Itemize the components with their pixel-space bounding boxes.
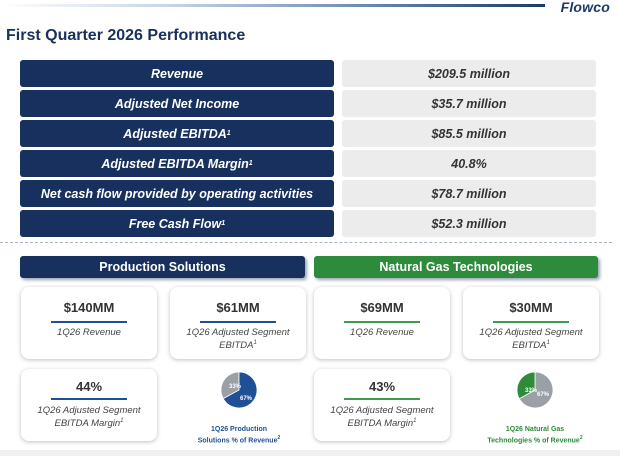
card-rule (200, 321, 276, 323)
metric-label: Adjusted EBITDA 1 (20, 120, 334, 147)
metric-label: Adjusted Net Income (20, 90, 334, 117)
natural-gas-margin-card: 43% 1Q26 Adjusted Segment EBITDA Margin1 (314, 369, 450, 441)
card-value: $61MM (216, 300, 260, 315)
metric-value: 40.8% (342, 150, 596, 177)
section-divider (0, 242, 612, 243)
metric-row-ebitda-margin: Adjusted EBITDA Margin 1 40.8% (20, 150, 596, 177)
card-value: 44% (75, 379, 103, 394)
pie-caption: 1Q26 Natural Gas Technologies % of Revenu… (487, 426, 583, 445)
metric-row-free-cash-flow: Free Cash Flow 1 $52.3 million (20, 210, 596, 237)
metric-row-adjusted-ebitda: Adjusted EBITDA 1 $85.5 million (20, 120, 596, 147)
card-description: 1Q26 Revenue (350, 327, 414, 338)
top-accent-bar: Flowco (0, 0, 620, 15)
natural-gas-technologies-header: Natural Gas Technologies (314, 256, 598, 278)
production-margin-card: 44% 1Q26 Adjusted Segment EBITDA Margin1 (21, 369, 157, 441)
metric-value: $35.7 million (342, 90, 596, 117)
metric-value: $209.5 million (342, 60, 596, 87)
pie-label-natural-gas: 33% (525, 388, 538, 394)
production-revenue-card: $140MM 1Q26 Revenue (21, 287, 157, 359)
metric-row-operating-cash-flow: Net cash flow provided by operating acti… (20, 180, 596, 207)
metric-label: Revenue (20, 60, 334, 87)
natural-gas-ebitda-card: $30MM 1Q26 Adjusted Segment EBITDA1 (463, 287, 599, 359)
pie-slice-other (220, 371, 240, 400)
card-description: 1Q26 Adjusted Segment EBITDA1 (479, 327, 583, 352)
card-description: 1Q26 Revenue (57, 327, 121, 338)
card-rule (344, 321, 420, 323)
card-value: $30MM (509, 300, 553, 315)
metric-value: $85.5 million (342, 120, 596, 147)
production-ebitda-card: $61MM 1Q26 Adjusted Segment EBITDA1 (170, 287, 306, 359)
card-value: $140MM (63, 300, 115, 315)
company-logo: Flowco (560, 0, 610, 15)
card-rule (51, 398, 127, 400)
metric-row-revenue: Revenue $209.5 million (20, 60, 596, 87)
card-value: 43% (368, 379, 396, 394)
natural-gas-revenue-card: $69MM 1Q26 Revenue (314, 287, 450, 359)
card-description: 1Q26 Adjusted Segment EBITDA1 (186, 327, 290, 352)
pie-label-other: 33% (229, 384, 242, 390)
pie-caption: 1Q26 Production Solutions % of Revenue2 (197, 426, 281, 445)
pie-slice-other (518, 371, 554, 409)
page-title: First Quarter 2026 Performance (6, 27, 246, 44)
pie-slice-production (222, 371, 258, 409)
metric-label: Free Cash Flow 1 (20, 210, 334, 237)
card-description: 1Q26 Adjusted Segment EBITDA Margin1 (330, 405, 434, 430)
card-rule (51, 321, 127, 323)
metric-value: $52.3 million (342, 210, 596, 237)
metric-row-adjusted-net-income: Adjusted Net Income $35.7 million (20, 90, 596, 117)
natural-gas-revenue-share-chart: 33% 67% 1Q26 Natural Gas Technologies % o… (475, 370, 595, 456)
production-revenue-share-chart: 33% 67% 1Q26 Production Solutions % of Re… (179, 370, 299, 456)
card-value: $69MM (360, 300, 404, 315)
pie-slice-natural-gas (516, 371, 536, 400)
metric-value: $78.7 million (342, 180, 596, 207)
bottom-edge (0, 450, 620, 456)
accent-line (0, 4, 545, 7)
pie-label-other: 67% (537, 392, 550, 398)
production-pie-svg: 33% 67% (220, 371, 258, 409)
card-rule (344, 398, 420, 400)
card-description: 1Q26 Adjusted Segment EBITDA Margin1 (37, 405, 141, 430)
production-solutions-header: Production Solutions (20, 256, 305, 278)
metric-label: Net cash flow provided by operating acti… (20, 180, 334, 207)
metric-label: Adjusted EBITDA Margin 1 (20, 150, 334, 177)
pie-label-production: 67% (240, 396, 253, 402)
card-rule (493, 321, 569, 323)
natural-gas-pie-svg: 33% 67% (516, 371, 554, 409)
